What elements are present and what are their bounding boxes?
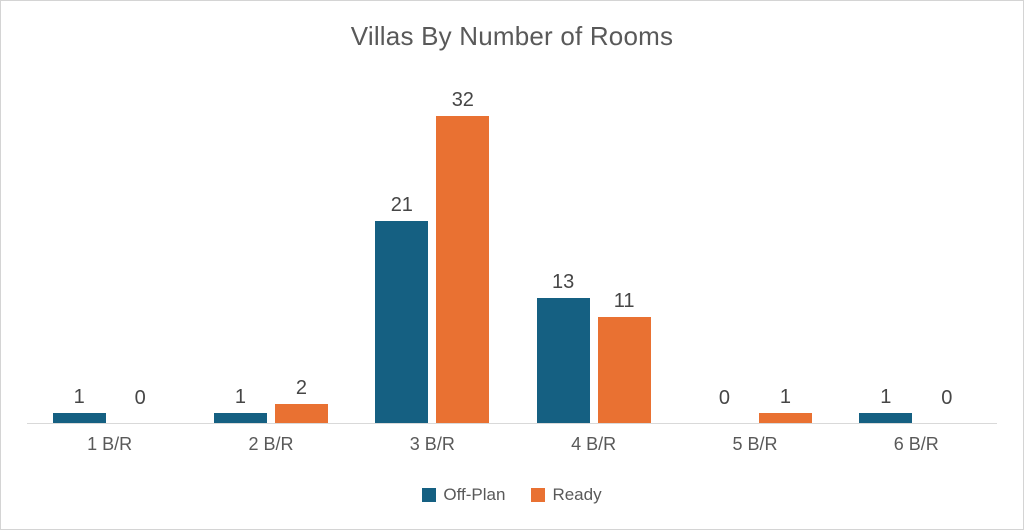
off-plan-bar[interactable] xyxy=(213,413,267,423)
category-label: 2 B/R xyxy=(248,434,294,454)
legend-item-ready[interactable]: Ready xyxy=(531,485,602,505)
x-axis-line xyxy=(27,423,997,424)
bar-group-3-b-r: 21 32 xyxy=(375,89,490,423)
bar-slot: 1 xyxy=(52,386,106,423)
bar-value-label: 0 xyxy=(718,387,731,409)
bar-value-label: 0 xyxy=(134,387,146,409)
chart-title: Villas By Number of Rooms xyxy=(350,21,674,51)
category-label: 6 B/R xyxy=(893,434,939,454)
x-axis-labels: 1 B/R 2 B/R 3 B/R 4 B/R 5 B/R 6 B/R xyxy=(29,434,997,455)
bar-value-label: 11 xyxy=(613,290,635,312)
bar-value-label: 1 xyxy=(234,386,247,408)
bar-slot: 0 xyxy=(698,388,751,423)
legend-label: Ready xyxy=(552,485,602,504)
bar-value-label: 32 xyxy=(451,89,474,111)
ready-bar[interactable] xyxy=(597,317,651,423)
category-label: 1 B/R xyxy=(87,434,133,454)
bar-value-label: 1 xyxy=(73,386,85,408)
bar-group-4-b-r: 13 11 xyxy=(536,271,651,423)
bar-slot: 11 xyxy=(597,290,651,423)
bar-value-label: 21 xyxy=(390,194,413,216)
legend-label: Off-Plan xyxy=(443,485,506,504)
off-plan-bar[interactable] xyxy=(859,413,913,423)
bar-slot: 13 xyxy=(536,271,590,423)
bar-slot: 1 xyxy=(758,386,812,423)
bar-slot: 0 xyxy=(114,388,167,423)
ready-bar[interactable] xyxy=(274,404,328,423)
bar-slot: 21 xyxy=(375,194,429,423)
bar-slot: 32 xyxy=(436,89,490,423)
off-plan-bar[interactable] xyxy=(375,221,429,423)
bar-value-label: 0 xyxy=(941,387,953,409)
legend-swatch-icon xyxy=(531,488,546,502)
ready-bar[interactable] xyxy=(436,116,490,423)
off-plan-bar[interactable] xyxy=(52,413,106,423)
bar-slot: 1 xyxy=(859,386,913,423)
bar-value-label: 1 xyxy=(779,386,792,408)
ready-bar[interactable] xyxy=(758,413,812,423)
legend: Off-Plan Ready xyxy=(1,485,1023,505)
bar-value-label: 1 xyxy=(880,386,892,408)
bar-value-label: 2 xyxy=(295,377,308,399)
bar-value-label: 13 xyxy=(552,271,575,293)
bar-slot: 2 xyxy=(274,377,328,423)
bar-slot: 0 xyxy=(920,388,973,423)
bar-slot: 1 xyxy=(213,386,267,423)
plot-area: 1 0 1 2 21 32 13 11 0 1 1 0 xyxy=(29,83,997,423)
legend-item-off-plan[interactable]: Off-Plan xyxy=(422,485,505,505)
category-label: 3 B/R xyxy=(409,434,455,454)
off-plan-bar[interactable] xyxy=(536,298,590,423)
legend-swatch-icon xyxy=(422,488,437,502)
category-label: 4 B/R xyxy=(571,434,617,454)
category-label: 5 B/R xyxy=(732,434,778,454)
